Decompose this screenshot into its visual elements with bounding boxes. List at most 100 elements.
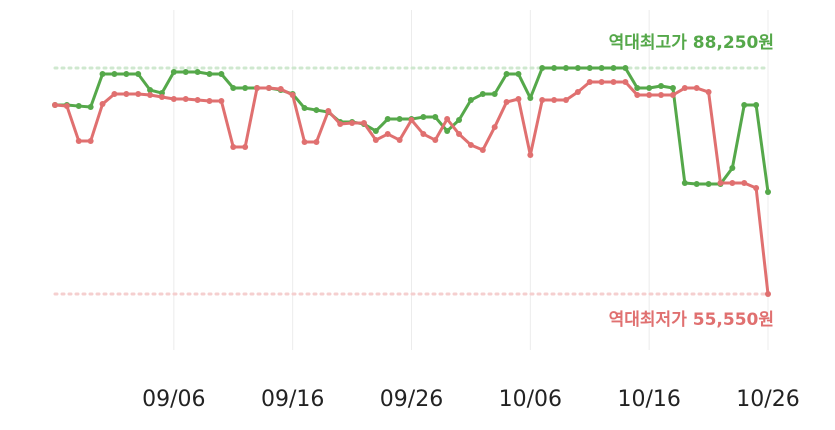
data-point — [562, 97, 569, 104]
data-point — [206, 71, 213, 78]
data-point — [123, 71, 130, 78]
data-point — [360, 120, 367, 127]
data-point — [456, 131, 463, 138]
data-point — [242, 85, 249, 92]
data-point — [99, 71, 106, 78]
data-point — [420, 131, 427, 138]
data-point — [765, 189, 771, 196]
data-point — [75, 138, 82, 145]
data-point — [111, 91, 118, 98]
data-point — [574, 89, 581, 96]
data-point — [467, 97, 474, 104]
data-point — [479, 147, 486, 154]
data-point — [515, 71, 522, 78]
x-tick-label: 10/06 — [499, 387, 562, 412]
data-point — [135, 71, 142, 78]
data-point — [265, 85, 272, 92]
data-point — [646, 85, 653, 92]
data-point — [206, 98, 213, 105]
data-point — [598, 79, 605, 86]
data-point — [384, 131, 391, 138]
data-point — [432, 114, 439, 121]
data-point — [753, 102, 760, 109]
data-point — [610, 65, 617, 72]
data-point — [551, 65, 558, 72]
data-point — [372, 128, 379, 135]
data-point — [503, 99, 510, 106]
data-point — [289, 92, 296, 98]
data-point — [705, 181, 712, 188]
x-tick-label: 10/16 — [617, 387, 680, 412]
data-point — [87, 104, 94, 111]
data-point — [741, 102, 748, 109]
data-point — [301, 105, 308, 112]
data-point — [218, 71, 225, 78]
data-point — [610, 79, 617, 86]
data-point — [301, 139, 308, 146]
data-point — [170, 96, 177, 103]
data-point — [75, 103, 82, 110]
data-point — [396, 116, 403, 123]
data-point — [408, 117, 415, 124]
data-point — [765, 291, 771, 298]
data-point — [669, 92, 676, 98]
data-point — [63, 103, 70, 110]
data-point — [444, 128, 451, 135]
data-point — [551, 97, 558, 104]
data-point — [634, 85, 641, 92]
annotation: 역대최고가 88,250원 — [609, 33, 774, 53]
data-point — [147, 92, 154, 98]
data-point — [182, 69, 189, 76]
x-tick-label: 10/26 — [736, 387, 799, 412]
data-point — [337, 121, 344, 128]
data-point — [539, 97, 546, 104]
data-point — [349, 120, 356, 127]
data-point — [313, 139, 320, 146]
data-point — [420, 114, 427, 121]
data-point — [562, 65, 569, 72]
data-point — [87, 138, 94, 145]
data-point — [646, 92, 653, 98]
data-point — [658, 83, 665, 90]
data-point — [586, 79, 593, 86]
annotation: 역대최저가 55,550원 — [609, 310, 774, 330]
data-point — [254, 85, 261, 92]
data-point — [503, 71, 510, 78]
data-point — [123, 91, 130, 98]
data-point — [396, 137, 403, 144]
x-tick-label: 09/06 — [142, 387, 205, 412]
data-point — [111, 71, 118, 78]
data-point — [384, 116, 391, 123]
data-point — [444, 116, 451, 123]
data-point — [491, 124, 498, 131]
data-point — [325, 108, 332, 115]
data-point — [242, 144, 249, 151]
data-point — [135, 91, 142, 98]
data-point — [693, 181, 700, 188]
data-point — [515, 96, 522, 103]
data-point — [693, 85, 700, 92]
data-point — [753, 185, 760, 192]
data-point — [52, 102, 58, 109]
data-point — [658, 92, 665, 98]
data-point — [741, 180, 748, 187]
data-point — [669, 85, 676, 92]
data-point — [313, 107, 320, 114]
data-point — [467, 142, 474, 149]
data-point — [147, 87, 154, 94]
data-point — [432, 137, 439, 144]
data-point — [622, 65, 629, 72]
data-point — [456, 117, 463, 124]
data-point — [182, 96, 189, 103]
data-point — [622, 79, 629, 86]
data-point — [277, 86, 284, 93]
data-point — [681, 85, 688, 92]
data-point — [158, 94, 165, 101]
data-point — [230, 85, 237, 92]
data-point — [705, 89, 712, 96]
data-point — [527, 95, 534, 102]
data-point — [479, 91, 486, 98]
data-point — [372, 137, 379, 144]
data-point — [491, 91, 498, 98]
